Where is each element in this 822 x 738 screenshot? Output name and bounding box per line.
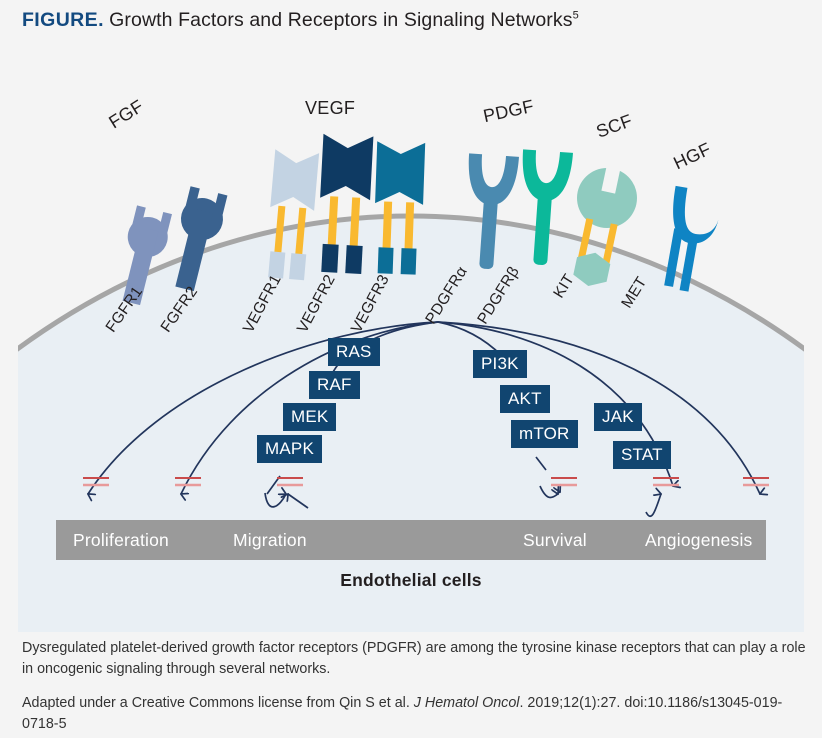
figure-header-text: FIGURE. Growth Factors and Receptors in … <box>22 9 579 32</box>
ligand-label-vegf: VEGF <box>305 98 356 118</box>
receptor-vegfr2 <box>320 133 374 274</box>
cell-type-label: Endothelial cells <box>340 570 482 590</box>
figure-keyword: FIGURE <box>22 9 99 31</box>
figure-panel: FGF VEGF PDGF SCF HGF FGFR1 FGFR2 VEGFR1… <box>18 46 804 632</box>
caption-source-prefix: Adapted under a Creative Commons license… <box>22 695 414 711</box>
cascade-node-jak: JAK <box>594 403 642 431</box>
cascade-node-ras: RAS <box>328 338 380 366</box>
caption-description: Dysregulated platelet-derived growth fac… <box>22 640 806 677</box>
cascade-node-stat: STAT <box>613 441 671 469</box>
receptor-pdgfra <box>468 153 519 270</box>
caption-source-suffix: . 2019;12(1):27. doi:10.1186/s13045-019-… <box>22 695 783 732</box>
receptor-pdgfrb <box>522 149 573 266</box>
dna-markers <box>83 477 769 487</box>
cascade-node-akt: AKT <box>500 385 550 413</box>
diagram-canvas <box>18 46 804 632</box>
cascade-node-raf: RAF <box>309 371 360 399</box>
figure-keyword-period: . <box>98 9 104 31</box>
page-title: Growth Factors and Receptors in Signalin… <box>109 9 573 31</box>
receptor-fgfr1 <box>122 205 172 306</box>
receptor-kit <box>573 163 637 287</box>
reference-superscript: 5 <box>572 9 579 22</box>
outcome-bar <box>56 520 766 560</box>
caption-source: Adapted under a Creative Commons license… <box>22 693 806 735</box>
receptor-met <box>664 185 719 292</box>
outcome-angiogenesis: Angiogenesis <box>645 530 753 550</box>
receptor-fgfr2 <box>175 186 228 292</box>
cascade-node-mtor: mTOR <box>511 420 578 448</box>
figure-caption: Dysregulated platelet-derived growth fac… <box>22 638 806 735</box>
cascade-node-pi3k: PI3K <box>473 350 527 378</box>
effector-arrows <box>288 492 560 509</box>
outcome-proliferation: Proliferation <box>73 530 169 550</box>
outcome-survival: Survival <box>523 530 587 550</box>
receptor-vegfr3 <box>375 141 426 275</box>
figure-header: FIGURE. Growth Factors and Receptors in … <box>0 0 822 46</box>
cascade-node-mapk: MAPK <box>257 435 322 463</box>
receptor-vegfr1 <box>268 149 320 281</box>
caption-source-journal: J Hematol Oncol <box>413 695 520 711</box>
outcome-migration: Migration <box>233 530 307 550</box>
cascade-node-mek: MEK <box>283 403 337 431</box>
